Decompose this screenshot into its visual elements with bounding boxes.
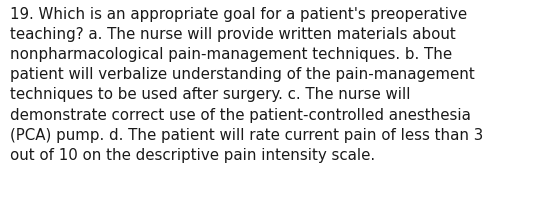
Text: 19. Which is an appropriate goal for a patient's preoperative
teaching? a. The n: 19. Which is an appropriate goal for a p…: [10, 7, 483, 163]
